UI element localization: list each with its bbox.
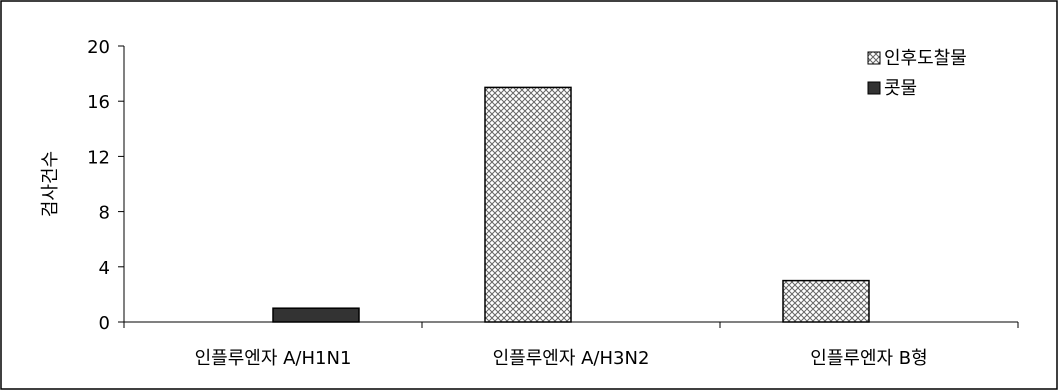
legend-label: 인후도찰물 — [884, 48, 967, 69]
legend-swatch — [867, 81, 881, 95]
y-tick-label: 4 — [99, 258, 110, 279]
labels: 0 4 8 12 16 20 인플루엔자 A/H1N1 인플루엔자 A/H3N2 인플루엔자 B… — [87, 37, 928, 369]
bar — [782, 279, 870, 323]
legend-swatch — [867, 51, 881, 65]
bar — [484, 86, 572, 323]
y-axis-title: 검사건수 — [40, 151, 61, 217]
y-tick-label: 16 — [87, 92, 110, 113]
y-tick-label: 20 — [87, 37, 110, 58]
y-tick-label: 12 — [87, 147, 110, 168]
legend-label: 콧물 — [884, 78, 917, 99]
y-tick-label: 8 — [99, 203, 110, 224]
y-tick-label: 0 — [99, 313, 110, 334]
x-tick-label: 인플루엔자 A/H1N1 — [195, 348, 352, 369]
x-tick-label: 인플루엔자 B형 — [810, 348, 927, 369]
x-tick-label: 인플루엔자 A/H3N2 — [493, 348, 650, 369]
bar — [272, 307, 360, 323]
bars — [272, 86, 870, 323]
